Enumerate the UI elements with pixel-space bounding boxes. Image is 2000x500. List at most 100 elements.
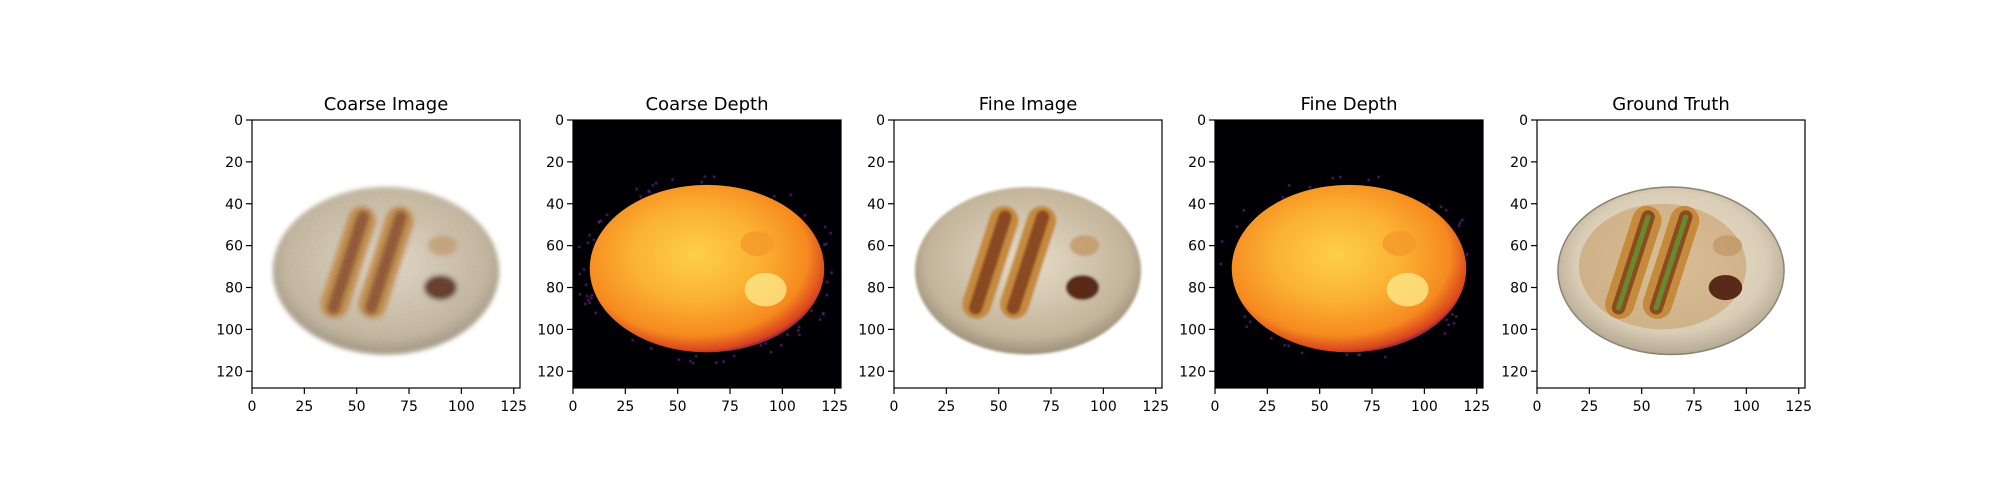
y-tick-label: 80 — [546, 281, 564, 297]
y-tick-label: 20 — [1188, 155, 1206, 171]
y-tick-label: 100 — [1179, 322, 1206, 338]
x-tick-label: 50 — [990, 399, 1008, 415]
depth-speck — [712, 175, 716, 179]
y-tick-label: 60 — [1510, 239, 1528, 255]
depth-speck — [700, 180, 704, 184]
depth-speck — [1454, 315, 1458, 319]
panel-title: Coarse Image — [324, 94, 449, 115]
depth-speck — [825, 280, 829, 284]
depth-speck — [688, 359, 692, 363]
panel-image — [1557, 186, 1785, 356]
depth-highlight-shape — [744, 272, 787, 307]
depth-speck — [594, 311, 598, 315]
depth-speck — [823, 225, 827, 229]
y-tick-label: 60 — [225, 239, 243, 255]
depth-speck — [1444, 208, 1448, 212]
depth-speck — [1450, 312, 1454, 316]
depth-speck — [797, 325, 801, 329]
depth-speck — [830, 271, 834, 275]
x-tick-label: 75 — [1042, 399, 1060, 415]
depth-speck — [1245, 325, 1249, 329]
relish-shape — [1653, 214, 1689, 311]
depth-speck — [1338, 175, 1342, 179]
depth-speck — [1287, 183, 1291, 187]
x-tick-label: 50 — [1633, 399, 1651, 415]
depth-speck — [582, 267, 586, 271]
y-tick-label: 40 — [546, 197, 564, 213]
x-tick-label: 100 — [1411, 399, 1438, 415]
depth-speck — [605, 213, 609, 217]
panel-image — [1215, 120, 1483, 388]
depth-speck — [1243, 315, 1247, 319]
noise-overlay — [272, 187, 500, 355]
y-tick-label: 0 — [555, 113, 564, 129]
panel-coarse-depth: Coarse Depth 0 25 50 75 100 125 0 20 40 60 80 100 120 — [537, 94, 848, 415]
y-tick-label: 100 — [216, 322, 243, 338]
depth-speck — [1465, 253, 1469, 257]
x-tick-label: 0 — [1533, 399, 1542, 415]
depth-speck — [1377, 175, 1381, 179]
depth-speck — [732, 354, 736, 358]
depth-speck — [585, 294, 589, 298]
panel-title: Fine Image — [979, 94, 1078, 115]
depth-speck — [1269, 336, 1273, 340]
depth-speck — [769, 350, 773, 354]
y-tick-label: 20 — [867, 155, 885, 171]
depth-speck — [764, 341, 768, 345]
mustard-dab-shape — [1069, 235, 1100, 257]
x-tick-label: 25 — [1258, 399, 1276, 415]
x-tick-label: 50 — [1311, 399, 1329, 415]
depth-speck — [590, 293, 594, 297]
sausage-shape — [1006, 210, 1050, 315]
panel-image — [573, 120, 841, 388]
y-tick-label: 60 — [546, 239, 564, 255]
y-tick-label: 20 — [546, 155, 564, 171]
depth-speck — [1283, 343, 1287, 347]
panel-fine-depth: Fine Depth 0 25 50 75 100 125 0 20 40 60 80 100 120 — [1179, 94, 1490, 415]
depth-speck — [577, 245, 581, 249]
y-tick-label: 0 — [1519, 113, 1528, 129]
y-tick-label: 80 — [1188, 281, 1206, 297]
y-tick-label: 0 — [876, 113, 885, 129]
x-tick-label: 0 — [248, 399, 257, 415]
depth-shadow-shape — [1382, 230, 1416, 257]
depth-speck — [1383, 355, 1387, 359]
panel-fine-image: Fine Image 0 25 50 75 100 125 0 20 40 60 80 100 120 — [858, 94, 1169, 415]
depth-speck — [1452, 321, 1456, 325]
x-tick-label: 25 — [295, 399, 313, 415]
depth-speck — [677, 358, 681, 362]
y-tick-label: 40 — [1188, 197, 1206, 213]
x-tick-label: 0 — [890, 399, 899, 415]
depth-speck — [584, 283, 588, 287]
depth-speck — [824, 242, 828, 246]
depth-speck — [1219, 262, 1223, 266]
y-tick-label: 80 — [867, 281, 885, 297]
depth-speck — [1447, 323, 1451, 327]
axes-frame — [1214, 119, 1484, 389]
x-tick-label: 100 — [1090, 399, 1117, 415]
depth-speck — [1460, 218, 1464, 222]
y-tick-label: 80 — [225, 281, 243, 297]
depth-speck — [759, 344, 763, 348]
depth-speck — [779, 343, 783, 347]
axes-frame — [1536, 119, 1806, 389]
depth-speck — [772, 194, 776, 198]
depth-speck — [1443, 332, 1447, 336]
panel-image — [272, 187, 500, 355]
depth-speck — [1427, 202, 1431, 206]
y-tick-label: 80 — [1510, 281, 1528, 297]
depth-speck — [1287, 344, 1291, 348]
depth-speck — [691, 361, 695, 365]
depth-speck — [654, 181, 658, 185]
x-tick-label: 100 — [769, 399, 796, 415]
sausage-shape — [968, 210, 1012, 315]
depth-speck — [1248, 320, 1252, 324]
axes-frame — [572, 119, 842, 389]
mustard-dab-shape — [1712, 235, 1743, 257]
depth-speck — [588, 301, 592, 305]
y-tick-label: 40 — [867, 197, 885, 213]
x-tick-label: 125 — [500, 399, 527, 415]
y-tick-label: 40 — [1510, 197, 1528, 213]
axes-frame — [893, 119, 1163, 389]
depth-speck — [649, 346, 653, 350]
